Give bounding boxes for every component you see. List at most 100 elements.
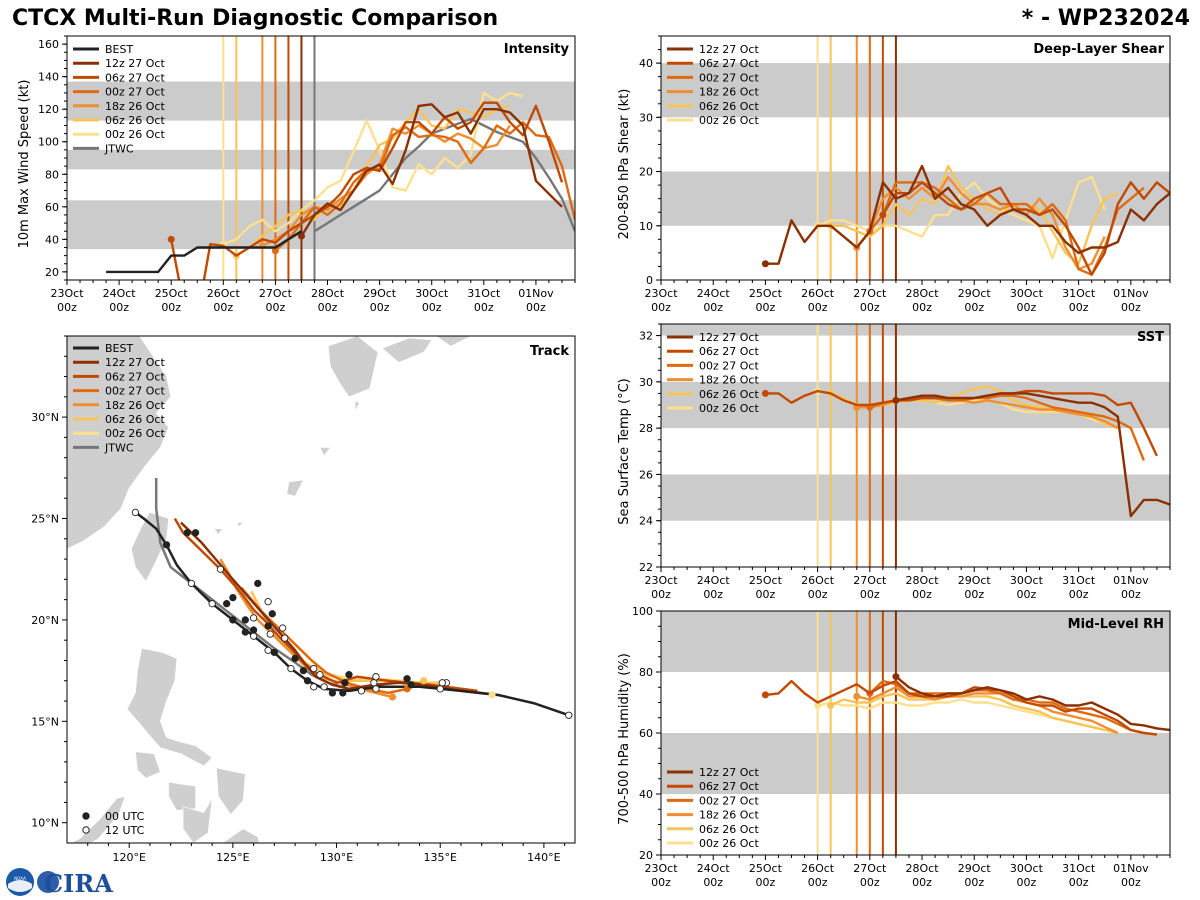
land-ryukyu-1 [213,528,224,536]
intensity-y-tick-label: 80 [45,168,59,181]
track-legend-label: 00z 26 Oct [105,427,165,440]
sst-x-tick-label-hour: 00z [860,588,880,601]
rh-x-tick-label-hour: 00z [808,876,828,889]
sst-x-tick-label-day: 01Nov [1113,574,1149,587]
shear-x-tick-label-day: 27Oct [853,287,887,300]
track-marker-12utc [438,679,446,687]
rh-x-tick-label-day: 26Oct [801,862,835,875]
intensity-x-tick-label-day: 29Oct [363,287,397,300]
track-marker-00utc [162,541,171,549]
sst-legend-label: 00z 27 Oct [699,359,759,372]
track-marker-12utc [372,685,380,693]
intensity-y-tick-label: 140 [38,71,59,84]
shear-x-tick-label-hour: 00z [860,301,880,314]
track-marker-00utc [339,689,347,697]
rh-x-tick-label-day: 31Oct [1062,862,1096,875]
intensity-x-tick-label-hour: 00z [318,301,338,314]
shear-panel: 23Oct00z24Oct00z25Oct00z26Oct00z27Oct00z… [617,35,1171,314]
track-marker-00utc [223,600,231,608]
rh-panel: 23Oct00z24Oct00z25Oct00z26Oct00z27Oct00z… [617,605,1171,889]
track-x-tick-label: 120°E [112,851,145,864]
intensity-legend-label: 12z 27 Oct [105,57,165,70]
rh-legend-label: 18z 26 Oct [699,809,759,822]
rh-band-1 [661,611,1170,672]
land-negros-cebu [182,798,213,843]
sst-init-marker-12z-27-Oct [892,396,900,404]
intensity-x-tick-label-hour: 00z [213,301,233,314]
rh-legend-label: 00z 26 Oct [699,837,759,850]
rh-y-tick-label: 100 [632,605,653,618]
shear-legend-label: 06z 26 Oct [699,100,759,113]
rh-x-tick-label-day: 30Oct [1010,862,1044,875]
track-marker-12utc [287,664,295,673]
shear-x-tick-label-hour: 00z [912,301,932,314]
track-marker-12utc [278,624,287,632]
shear-y-tick-label: 40 [639,57,653,70]
track-marker-12utc [281,634,289,642]
sst-x-tick-label-day: 25Oct [749,574,783,587]
sst-x-tick-label-hour: 00z [1069,588,1089,601]
sst-x-tick-label-hour: 00z [808,588,828,601]
land-kyushu [327,336,379,398]
shear-init-marker-06z-27-Oct [879,211,887,219]
track-x-tick-label: 135°E [423,851,456,864]
rh-band-0 [661,733,1170,794]
track-marker-00utc [299,666,308,675]
track-marker-00utc [407,681,415,689]
track-legend-label: JTWC [104,441,134,454]
track-legend-label: 06z 26 Oct [105,413,165,426]
track-marker-legend-symbol [82,826,90,834]
intensity-series-00z-27-Oct [274,120,575,252]
intensity-y-axis-label: 10m Max Wind Speed (kt) [17,80,32,249]
rh-x-tick-label-day: 28Oct [906,862,940,875]
shear-y-tick-label: 0 [646,274,653,287]
intensity-y-tick-label: 120 [38,103,59,116]
track-series-12z-27-Oct [180,521,499,697]
track-x-tick-label: 130°E [320,851,353,864]
track-marker-legend-label: 00 UTC [105,810,145,823]
track-panel-title: Track [530,344,569,359]
sst-band-1 [661,381,1170,429]
track-legend-label: 18z 26 Oct [105,399,165,412]
rh-legend-label: 00z 27 Oct [699,794,759,807]
rh-x-tick-label-hour: 00z [1069,876,1089,889]
track-marker-12utc [316,671,324,679]
intensity-x-tick-label-hour: 00z [57,301,77,314]
rh-x-tick-label-hour: 00z [703,876,723,889]
land-okinawa [286,479,304,497]
track-marker-12utc [372,673,380,681]
track-series-BEST [134,511,570,717]
track-marker-00utc [183,529,191,537]
sst-legend-label: 06z 27 Oct [699,345,759,358]
track-run-marker [488,691,496,699]
track-marker-00utc [341,679,349,687]
track-legend-label: 00z 27 Oct [105,385,165,398]
shear-x-tick-label-day: 30Oct [1010,287,1044,300]
rh-x-tick-label-day: 29Oct [958,862,992,875]
track-marker-00utc [249,626,258,634]
shear-x-tick-label-hour: 00z [1121,301,1141,314]
sst-frame [660,323,1171,568]
rh-x-tick-label-hour: 00z [756,876,776,889]
noaa-wave-icon [8,880,32,892]
shear-x-tick-label-hour: 00z [964,301,984,314]
intensity-init-marker-00z-27-Oct [271,247,279,255]
track-marker-12utc [565,711,573,719]
intensity-y-tick-label: 160 [38,38,59,51]
rh-y-tick-label: 20 [639,849,653,862]
shear-x-tick-label-day: 25Oct [749,287,783,300]
track-series-06z-27-Oct [173,517,478,693]
track-marker-00utc [229,593,237,602]
track-x-tick-label: 125°E [216,851,249,864]
rh-series-18z-26-Oct [856,686,1119,735]
track-legend-label: 06z 27 Oct [105,370,165,383]
track-marker-12utc [310,683,318,691]
shear-x-tick-label-hour: 00z [651,301,671,314]
sst-plot-area [661,324,1170,567]
intensity-panel: 23Oct00z24Oct00z25Oct00z26Oct00z27Oct00z… [17,35,576,314]
intensity-x-tick-label-day: 01Nov [518,287,554,300]
shear-legend-label: 00z 26 Oct [699,114,759,127]
track-marker-12utc [131,508,140,517]
track-panel: 120°E 125°E 130°E 135°E 140°E 10°N 15°N 20°N 25°… [31,335,576,864]
track-legend-label: BEST [105,342,133,355]
